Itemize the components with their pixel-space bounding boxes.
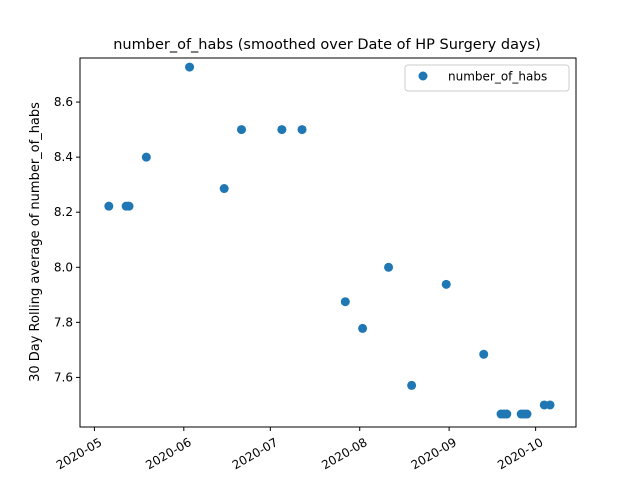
y-axis: 7.6 7.8 8.0 8.2 8.4 8.6 xyxy=(54,95,80,384)
data-point xyxy=(384,262,394,272)
y-tick-label: 8.4 xyxy=(54,150,73,164)
x-axis: 2020-05 2020-06 2020-07 2020-08 2020-09 2020-… xyxy=(54,427,546,472)
data-point xyxy=(277,125,287,135)
x-tick-label: 2020-09 xyxy=(409,435,459,472)
x-tick-label: 2020-05 xyxy=(54,435,104,472)
x-tick-label: 2020-06 xyxy=(143,435,193,472)
y-tick-label: 8.0 xyxy=(54,260,73,274)
data-point xyxy=(236,125,246,135)
data-point xyxy=(297,125,307,135)
data-point xyxy=(502,409,512,419)
x-tick-label: 2020-10 xyxy=(495,435,545,472)
data-point xyxy=(479,349,489,359)
x-tick-label: 2020-08 xyxy=(319,435,369,472)
legend-marker xyxy=(418,71,428,81)
plot-frame xyxy=(79,57,577,428)
legend-box xyxy=(404,64,570,92)
legend-label: number_of_habs xyxy=(448,70,547,84)
x-tick-label: 2020-07 xyxy=(230,435,280,472)
y-tick-label: 8.6 xyxy=(54,95,73,109)
data-point xyxy=(124,201,134,211)
data-point xyxy=(358,323,368,333)
y-tick-label: 7.6 xyxy=(54,370,73,384)
data-point xyxy=(185,62,195,72)
data-point xyxy=(219,184,229,194)
data-point xyxy=(545,400,555,410)
data-point xyxy=(141,152,151,162)
y-axis-label: 30 Day Rolling average of number_of_habs xyxy=(28,102,43,382)
legend: number_of_habs xyxy=(404,64,570,92)
data-point xyxy=(407,380,417,390)
data-points xyxy=(104,62,555,419)
data-point xyxy=(104,201,114,211)
y-tick-label: 8.2 xyxy=(54,205,73,219)
data-point xyxy=(522,409,532,419)
y-tick-label: 7.8 xyxy=(54,315,73,329)
chart-title: number_of_habs (smoothed over Date of HP… xyxy=(113,37,541,53)
data-point xyxy=(340,297,350,307)
data-point xyxy=(441,279,451,289)
